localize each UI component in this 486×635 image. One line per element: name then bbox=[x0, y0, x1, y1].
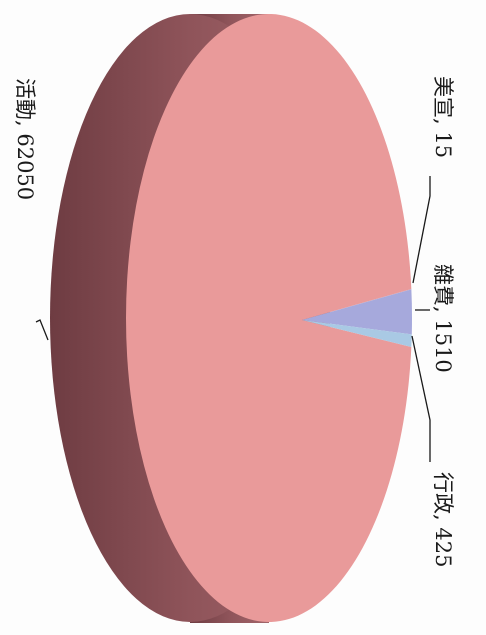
slice-label-xingzheng: 行政, 425 bbox=[431, 472, 455, 567]
slice-label-zafei: 雜費, 1510 bbox=[431, 264, 455, 373]
slice-label-meixuan: 美宣, 15 bbox=[431, 76, 455, 158]
leader-line-xingzheng bbox=[412, 336, 430, 462]
slice-label-huodong: 活動, 62050 bbox=[13, 78, 37, 200]
leader-line-meixuan bbox=[413, 176, 430, 283]
leader-line-huodong bbox=[36, 320, 48, 340]
